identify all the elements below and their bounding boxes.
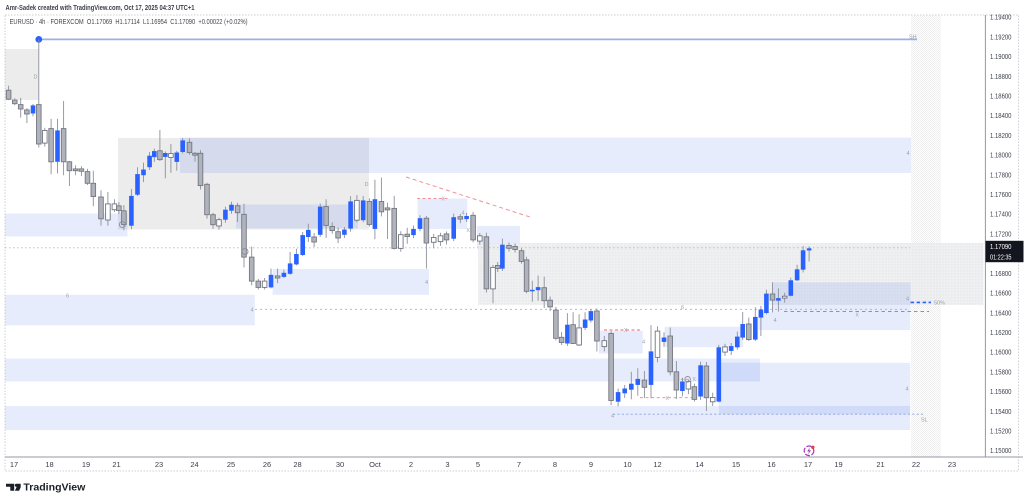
svg-text:25: 25 <box>227 460 235 469</box>
svg-text:4: 4 <box>774 318 777 324</box>
svg-text:4: 4 <box>642 340 645 346</box>
svg-text:17: 17 <box>10 460 18 469</box>
svg-text:5: 5 <box>476 460 480 469</box>
svg-text:1.16000: 1.16000 <box>990 350 1012 357</box>
svg-text:6: 6 <box>681 305 684 311</box>
svg-text:4: 4 <box>611 414 614 420</box>
svg-text:X: X <box>856 313 860 319</box>
svg-text:1.17600: 1.17600 <box>990 192 1012 199</box>
svg-text:16: 16 <box>767 460 775 469</box>
svg-text:01:22:35: 01:22:35 <box>990 255 1012 262</box>
svg-text:19: 19 <box>834 460 842 469</box>
svg-text:1.17400: 1.17400 <box>990 212 1012 219</box>
svg-text:50%: 50% <box>934 301 945 307</box>
svg-text:1.17090: 1.17090 <box>990 244 1012 251</box>
svg-text:10: 10 <box>623 460 631 469</box>
svg-text:SH: SH <box>909 35 917 41</box>
svg-text:19: 19 <box>82 460 90 469</box>
svg-text:1.16200: 1.16200 <box>990 330 1012 337</box>
svg-text:6: 6 <box>66 294 69 300</box>
svg-text:X: X <box>442 197 446 203</box>
svg-text:8: 8 <box>553 460 557 469</box>
svg-text:1.15200: 1.15200 <box>990 429 1012 436</box>
svg-text:26: 26 <box>263 460 271 469</box>
svg-text:1.16400: 1.16400 <box>990 310 1012 317</box>
svg-text:Oct: Oct <box>369 460 382 469</box>
svg-text:17: 17 <box>804 460 812 469</box>
svg-text:14: 14 <box>695 460 703 469</box>
svg-text:1.17200: 1.17200 <box>990 232 1012 239</box>
svg-text:1.18400: 1.18400 <box>990 113 1012 120</box>
svg-text:23: 23 <box>948 460 956 469</box>
svg-text:X: X <box>666 396 670 402</box>
svg-text:1.19400: 1.19400 <box>990 15 1012 22</box>
svg-text:Amr-Sadek created with Trading: Amr-Sadek created with TradingView.com, … <box>6 5 195 12</box>
svg-text:24: 24 <box>190 460 198 469</box>
svg-text:4: 4 <box>425 280 428 286</box>
svg-text:1.16600: 1.16600 <box>990 291 1012 298</box>
svg-text:1.15600: 1.15600 <box>990 389 1012 396</box>
svg-text:1.18000: 1.18000 <box>990 153 1012 160</box>
svg-text:D: D <box>365 182 369 188</box>
svg-text:1.15800: 1.15800 <box>990 369 1012 376</box>
svg-text:1.15000: 1.15000 <box>990 448 1012 455</box>
svg-text:TradingView: TradingView <box>23 483 85 494</box>
svg-text:2: 2 <box>409 460 413 469</box>
svg-text:21: 21 <box>876 460 884 469</box>
svg-text:1.19200: 1.19200 <box>990 34 1012 41</box>
svg-text:1.16800: 1.16800 <box>990 271 1012 278</box>
svg-text:7: 7 <box>517 460 521 469</box>
svg-text:4: 4 <box>251 308 254 314</box>
svg-text:3: 3 <box>445 460 449 469</box>
svg-text:1.18200: 1.18200 <box>990 133 1012 140</box>
svg-text:9: 9 <box>589 460 593 469</box>
svg-text:X: X <box>467 228 471 234</box>
svg-text:X: X <box>693 377 697 383</box>
svg-text:1.18800: 1.18800 <box>990 74 1012 81</box>
svg-text:1.18600: 1.18600 <box>990 94 1012 101</box>
svg-text:23: 23 <box>155 460 163 469</box>
svg-text:30: 30 <box>336 460 344 469</box>
svg-text:21: 21 <box>112 460 120 469</box>
svg-text:18: 18 <box>45 460 53 469</box>
svg-text:4: 4 <box>906 297 909 303</box>
svg-text:SL: SL <box>921 418 928 424</box>
svg-text:15: 15 <box>732 460 740 469</box>
svg-text:4: 4 <box>907 151 910 157</box>
svg-text:1.19000: 1.19000 <box>990 54 1012 61</box>
svg-text:12: 12 <box>653 460 661 469</box>
svg-text:4: 4 <box>906 387 909 393</box>
svg-text:1.17800: 1.17800 <box>990 172 1012 179</box>
svg-text:X: X <box>624 328 628 334</box>
svg-text:4: 4 <box>462 211 465 217</box>
svg-text:EURUSD · 4h · FOREXCOM O1.170: EURUSD · 4h · FOREXCOM O1.17069 H1.17114… <box>10 19 248 26</box>
svg-text:1.15400: 1.15400 <box>990 409 1012 416</box>
svg-text:D: D <box>34 75 38 81</box>
svg-text:28: 28 <box>293 460 301 469</box>
svg-text:22: 22 <box>912 460 920 469</box>
